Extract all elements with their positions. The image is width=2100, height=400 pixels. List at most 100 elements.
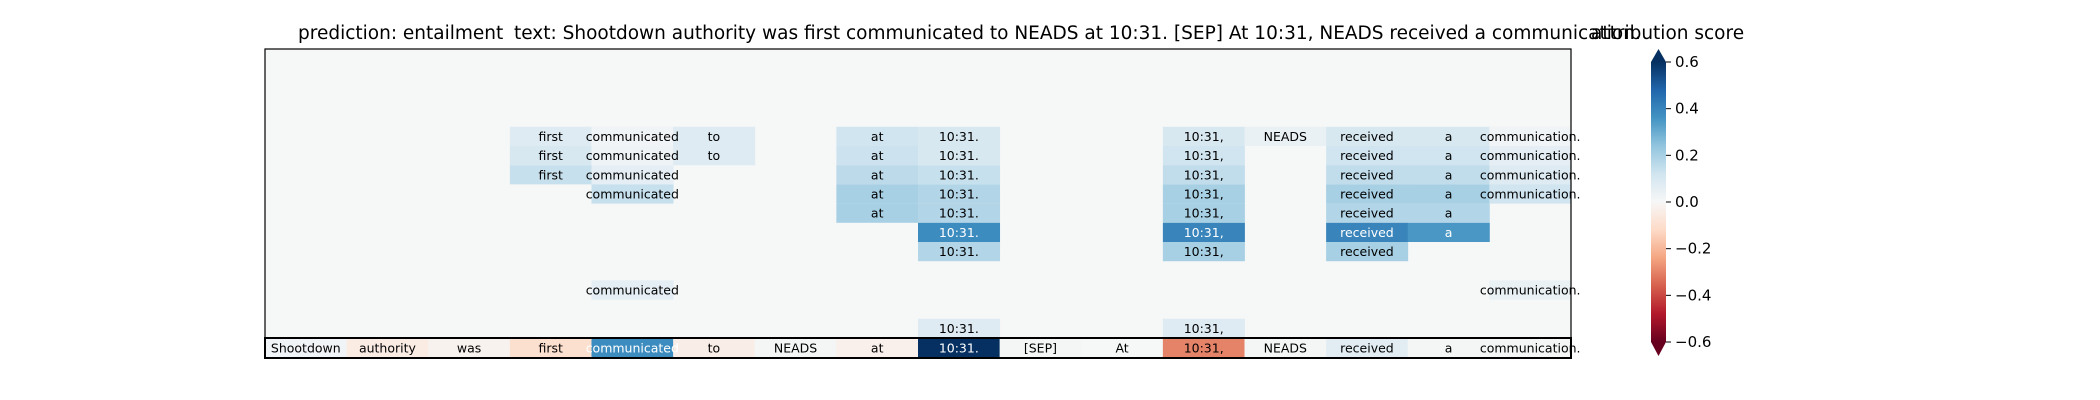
level-3-token-14-label: a — [1445, 187, 1453, 202]
level-4-token-11-cell — [1162, 203, 1245, 223]
level-0-token-11-cell — [1162, 126, 1245, 146]
level-2-token-3-label: first — [538, 167, 563, 182]
level-3-token-7-cell — [836, 184, 919, 204]
colorbar-tick-label: 0.6 — [1675, 53, 1699, 71]
level-0-token-7-label: at — [871, 129, 884, 144]
level-4-token-7-cell — [836, 203, 919, 223]
level-1-token-5-label: to — [708, 148, 721, 163]
level-10-token-11-cell — [1162, 318, 1245, 338]
level-0-token-13-label: received — [1340, 129, 1394, 144]
level-2-token-13-cell — [1326, 165, 1409, 185]
level-6-token-13-cell — [1326, 242, 1409, 262]
level-0-token-3-cell — [509, 126, 592, 146]
level-3-token-4-label: communicated — [586, 187, 679, 202]
level-3-token-4-cell — [591, 184, 674, 204]
level-2-token-7-label: at — [871, 167, 884, 182]
input-token-14-label: a — [1445, 341, 1453, 356]
level-2-token-4-cell — [591, 165, 674, 185]
level-3-token-14-cell — [1407, 184, 1490, 204]
level-2-token-14-label: a — [1445, 167, 1453, 182]
level-4-token-13-label: received — [1340, 206, 1394, 221]
level-3-token-15-label: communication. — [1480, 187, 1581, 202]
level-6-token-8-label: 10:31. — [939, 244, 979, 259]
level-0-token-4-label: communicated — [586, 129, 679, 144]
level-8-token-15-label: communication. — [1480, 283, 1581, 298]
level-10-token-8-label: 10:31. — [939, 321, 979, 336]
level-5-token-11-label: 10:31, — [1184, 225, 1224, 240]
level-4-token-14-label: a — [1445, 206, 1453, 221]
input-token-12-cell — [1244, 338, 1327, 358]
level-3-token-8-label: 10:31. — [939, 187, 979, 202]
level-3-token-11-label: 10:31, — [1184, 187, 1224, 202]
input-token-13-cell — [1326, 338, 1409, 358]
level-5-token-14-cell — [1407, 222, 1490, 242]
level-5-token-14-label: a — [1445, 225, 1453, 240]
level-0-token-5-cell — [673, 126, 756, 146]
level-0-token-13-cell — [1326, 126, 1409, 146]
level-3-token-11-cell — [1162, 184, 1245, 204]
level-0-token-15-cell — [1489, 126, 1572, 146]
level-4-token-14-cell — [1407, 203, 1490, 223]
input-token-5-cell — [673, 338, 756, 358]
colorbar-tick-label: 0.0 — [1675, 193, 1699, 211]
heatmap-token-labels: first communicated to at 10:31. 10:31, NEADS re… — [271, 129, 1581, 356]
level-3-token-13-cell — [1326, 184, 1409, 204]
input-token-10-label: At — [1115, 341, 1128, 356]
level-1-token-4-cell — [591, 146, 674, 166]
level-8-token-4-label: communicated — [586, 283, 679, 298]
level-3-token-7-label: at — [871, 187, 884, 202]
input-token-2-cell — [428, 338, 511, 358]
input-token-0-label: Shootdown — [271, 341, 341, 356]
prediction-title: prediction: entailment — [298, 23, 503, 44]
level-8-token-4-cell — [591, 280, 674, 300]
colorbar-ticks: 0.6 0.4 0.2 0.0 −0.2 −0.4 −0.6 — [1666, 53, 1711, 351]
input-token-8-label: 10:31. — [939, 341, 979, 356]
input-token-8-cell — [918, 338, 1001, 358]
level-2-token-11-label: 10:31, — [1184, 167, 1224, 182]
level-0-token-3-label: first — [538, 129, 563, 144]
level-0-token-8-label: 10:31. — [939, 129, 979, 144]
input-token-2-label: was — [457, 341, 481, 356]
level-4-token-8-label: 10:31. — [939, 206, 979, 221]
level-5-token-13-label: received — [1340, 225, 1394, 240]
level-1-token-11-label: 10:31, — [1184, 148, 1224, 163]
input-token-3-label: first — [538, 341, 563, 356]
level-0-token-14-cell — [1407, 126, 1490, 146]
input-token-0-cell — [265, 338, 348, 358]
input-token-15-label: communication. — [1480, 341, 1581, 356]
input-token-6-label: NEADS — [774, 341, 817, 356]
level-4-token-13-cell — [1326, 203, 1409, 223]
level-0-token-8-cell — [918, 126, 1001, 146]
level-0-token-11-label: 10:31, — [1184, 129, 1224, 144]
level-2-token-15-label: communication. — [1480, 167, 1581, 182]
colorbar — [1651, 62, 1666, 342]
level-0-token-12-cell — [1244, 126, 1327, 146]
level-2-token-4-label: communicated — [586, 167, 679, 182]
level-6-token-13-label: received — [1340, 244, 1394, 259]
heatmap-cells — [265, 126, 1572, 358]
level-1-token-3-cell — [509, 146, 592, 166]
level-1-token-15-label: communication. — [1480, 148, 1581, 163]
level-2-token-8-label: 10:31. — [939, 167, 979, 182]
level-0-token-4-cell — [591, 126, 674, 146]
level-4-token-8-cell — [918, 203, 1001, 223]
level-3-token-13-label: received — [1340, 187, 1394, 202]
level-4-token-11-label: 10:31, — [1184, 206, 1224, 221]
input-token-5-label: to — [708, 341, 721, 356]
level-1-token-8-cell — [918, 146, 1001, 166]
colorbar-tick-label: −0.2 — [1675, 240, 1711, 258]
level-5-token-8-label: 10:31. — [939, 225, 979, 240]
level-1-token-4-label: communicated — [586, 148, 679, 163]
input-token-7-cell — [836, 338, 919, 358]
input-token-12-label: NEADS — [1264, 341, 1307, 356]
level-0-token-7-cell — [836, 126, 919, 146]
level-1-token-7-cell — [836, 146, 919, 166]
level-0-token-15-label: communication. — [1480, 129, 1581, 144]
input-token-9-label: [SEP] — [1024, 341, 1057, 356]
level-2-token-14-cell — [1407, 165, 1490, 185]
colorbar-title: attribution score — [1591, 23, 1744, 44]
level-2-token-15-cell — [1489, 165, 1572, 185]
colorbar-tick-label: 0.4 — [1675, 100, 1699, 118]
level-6-token-8-cell — [918, 242, 1001, 262]
